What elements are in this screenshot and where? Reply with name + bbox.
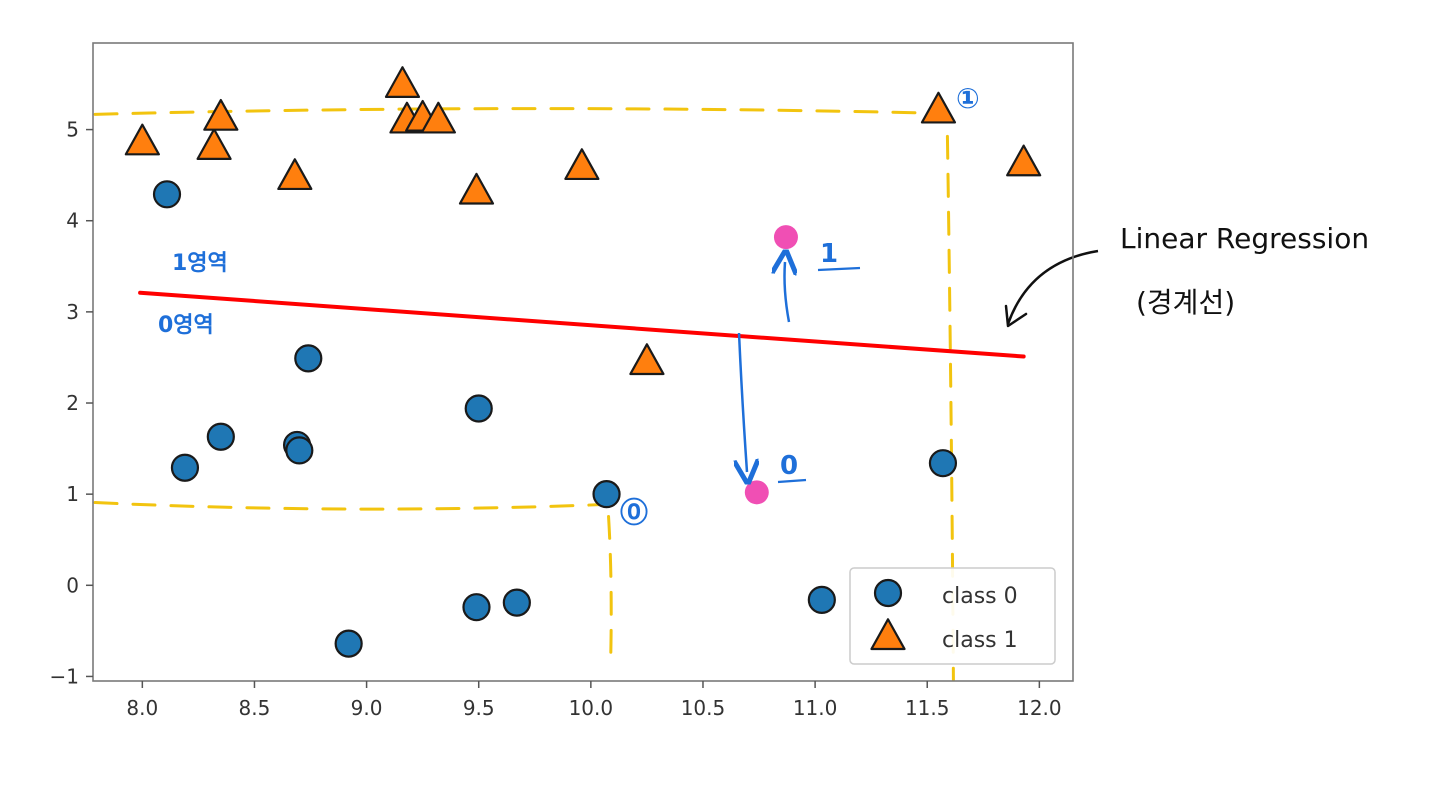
regression-subtitle: (경계선) xyxy=(1136,286,1235,319)
legend-class-0-marker xyxy=(873,578,903,608)
y-tick-label: 4 xyxy=(66,209,79,233)
class-0-point-0 xyxy=(152,180,182,209)
new-point-upper xyxy=(773,225,798,250)
class-0-point-4 xyxy=(285,436,314,465)
y-tick-label: 1 xyxy=(66,482,79,506)
predict-0-underline xyxy=(777,478,807,484)
regression-pointer-arrow xyxy=(1006,249,1099,325)
legend-class-0-label: class 0 xyxy=(942,584,1018,609)
regression-pointer-arrowhead xyxy=(1004,304,1028,328)
x-tick-label: 9.0 xyxy=(351,696,383,720)
class-1-point-4 xyxy=(384,66,421,98)
plot-frame xyxy=(92,42,1074,682)
class-0-point-9 xyxy=(502,588,531,617)
region-0-label: 0영역 xyxy=(158,313,214,338)
class-0-point-7 xyxy=(462,593,491,622)
new-point-lower xyxy=(744,480,769,505)
class-1-point-0 xyxy=(124,123,160,156)
class-0-point-12 xyxy=(928,449,958,478)
legend-class-1-label: class 1 xyxy=(942,628,1018,653)
x-tick-label: 11.0 xyxy=(793,696,838,720)
class-0-point-5 xyxy=(294,344,323,373)
class-1-point-12 xyxy=(1006,144,1042,177)
annotation-layer: 1 0 1영역 0영역 ① ⓪ Linear Regression (경계선) xyxy=(158,82,1369,529)
class-0-point-10 xyxy=(592,480,621,509)
class-1-point-7 xyxy=(420,101,456,134)
predict-1-underline xyxy=(817,266,861,272)
arrow-to-class-1 xyxy=(785,262,790,323)
class-1-point-2 xyxy=(203,98,239,131)
left-boundary-dashed-line xyxy=(607,515,613,667)
class-0-point-6 xyxy=(334,629,363,658)
x-tick-label: 12.0 xyxy=(1017,696,1062,720)
class-1-point-1 xyxy=(196,128,232,160)
x-tick-label: 9.5 xyxy=(463,696,495,720)
legend-class-1-marker xyxy=(870,618,906,651)
x-tick-label: 11.5 xyxy=(905,696,950,720)
class-0-point-2 xyxy=(206,422,235,451)
predict-0-label: 0 xyxy=(780,451,798,481)
lower-boundary-dashed-line xyxy=(93,501,605,511)
corner-1-label: ① xyxy=(956,82,980,115)
x-tick-label: 10.0 xyxy=(569,696,614,720)
regression-line xyxy=(138,290,1026,359)
class-1-point-10 xyxy=(629,343,665,376)
class-1-point-3 xyxy=(277,158,313,191)
y-tick-label: −1 xyxy=(50,664,79,688)
axes-layer: 8.0 8.5 9.0 9.5 10.0 10.5 11.0 11.5 12.0 −1 0 1 2 3 4 5 xyxy=(50,118,1062,720)
arrow-to-class-0 xyxy=(739,332,747,472)
region-1-label: 1영역 xyxy=(172,251,228,276)
x-tick-label: 8.5 xyxy=(239,696,271,720)
y-tick-label: 3 xyxy=(66,300,79,324)
regression-title: Linear Regression xyxy=(1120,222,1369,255)
y-tick-label: 5 xyxy=(66,118,79,142)
class-1-point-9 xyxy=(564,148,600,181)
predict-1-label: 1 xyxy=(820,239,838,269)
x-tick-label: 8.0 xyxy=(126,696,158,720)
y-tick-label: 2 xyxy=(66,391,79,415)
class-1-point-11 xyxy=(920,91,957,124)
class-1-point-8 xyxy=(458,172,495,205)
y-tick-label: 0 xyxy=(66,573,79,597)
class-0-point-8 xyxy=(464,394,493,423)
class-0-point-11 xyxy=(807,585,836,614)
class-0-point-1 xyxy=(170,453,200,482)
x-tick-label: 10.5 xyxy=(681,696,726,720)
legend: class 0 class 1 xyxy=(849,567,1056,665)
corner-0-label: ⓪ xyxy=(620,496,648,529)
